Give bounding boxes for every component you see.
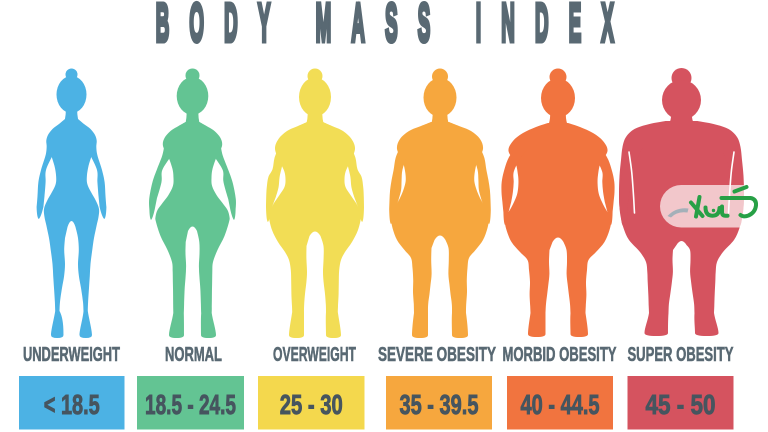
svg-text:< 18.5: < 18.5 xyxy=(44,390,100,421)
svg-text:40 - 44.5: 40 - 44.5 xyxy=(521,390,600,421)
svg-text:BODY MASS INDEX: BODY MASS INDEX xyxy=(156,0,614,53)
svg-text:25 - 30: 25 - 30 xyxy=(280,390,343,421)
svg-text:18.5 - 24.5: 18.5 - 24.5 xyxy=(145,390,236,421)
svg-text:45 - 50: 45 - 50 xyxy=(645,390,715,421)
svg-text:SUPER OBESITY: SUPER OBESITY xyxy=(627,342,733,365)
svg-text:35 - 39.5: 35 - 39.5 xyxy=(399,390,478,421)
svg-text:NORMAL: NORMAL xyxy=(165,342,222,365)
svg-text:MORBID OBESITY: MORBID OBESITY xyxy=(502,342,616,365)
svg-text:UNDERWEIGHT: UNDERWEIGHT xyxy=(23,342,120,365)
svg-text:OVERWEIGHT: OVERWEIGHT xyxy=(273,342,356,365)
svg-text:SEVERE OBESITY: SEVERE OBESITY xyxy=(378,342,496,365)
